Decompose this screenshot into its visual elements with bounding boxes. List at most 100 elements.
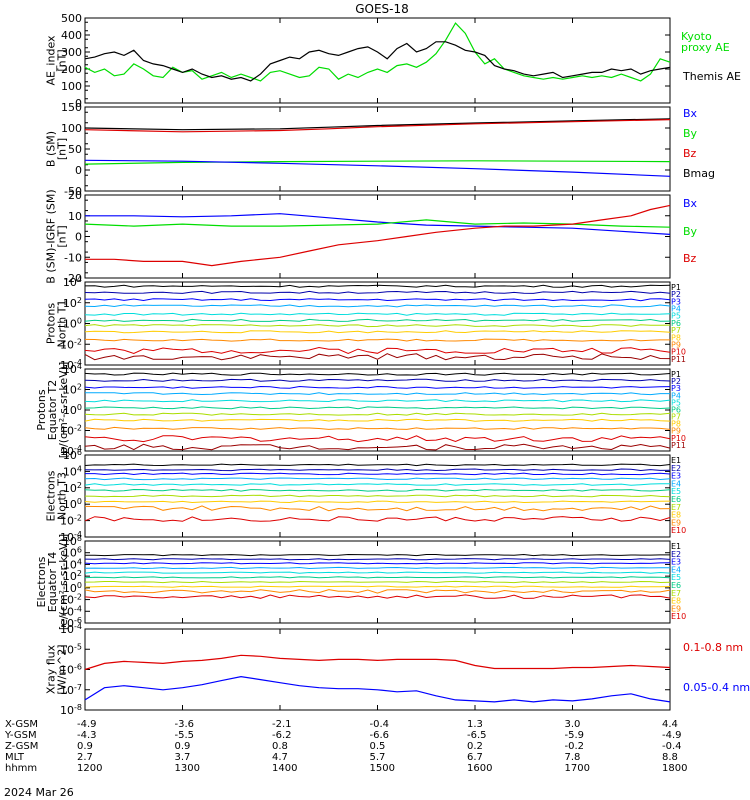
legend-p4: P4 <box>671 305 681 314</box>
channel-line-e2 <box>84 558 671 561</box>
plot-title: GOES-18 <box>355 2 409 16</box>
legend-p11: P11 <box>671 441 686 450</box>
legend-e7: E7 <box>671 503 681 512</box>
y-tick-label: 10-4 <box>60 622 82 636</box>
legend-p6: P6 <box>671 319 681 328</box>
ephem-cell: 1600 <box>467 763 492 774</box>
legend-e4: E4 <box>671 479 681 488</box>
channel-line-p7 <box>84 324 671 328</box>
y-tick-label: -10 <box>64 251 82 264</box>
panel-e2: 10810610410210010-210-410-6ElectronsEqua… <box>35 534 686 630</box>
y-axis-label: B (SM)-IGRF (SM) <box>45 189 58 283</box>
legend-e7: E7 <box>671 589 681 598</box>
ephem-cell: -0.4 <box>662 741 682 752</box>
ephem-cell: 4.4 <box>662 719 678 730</box>
legend-e9: E9 <box>671 604 681 613</box>
legend-e6: E6 <box>671 495 681 504</box>
channel-line-p7 <box>84 412 671 416</box>
panel-bdiff: 20 10 0 -10 -20 B (SM)-IGRF (SM)[nT] Bx By Bz <box>45 189 698 285</box>
legend-e8: E8 <box>671 597 681 606</box>
channel-line-e5 <box>84 483 670 486</box>
ephem-cell: -6.5 <box>467 730 487 741</box>
y-axis-label: Electrons <box>45 470 58 521</box>
series-line-by <box>84 219 671 228</box>
channel-line-e5 <box>84 571 671 574</box>
channel-line-e4 <box>84 566 670 570</box>
channel-line-e9 <box>84 589 671 594</box>
ephem-cell: 8.8 <box>662 752 678 763</box>
legend-p4: P4 <box>671 391 681 400</box>
channel-line-p11 <box>84 443 671 451</box>
y-tick-label: 50 <box>68 143 82 156</box>
legend-by: By <box>683 127 698 140</box>
channel-line-p1 <box>84 284 671 288</box>
y-tick-label: 100 <box>61 80 82 93</box>
panel-frame <box>84 106 671 192</box>
channel-line-p4 <box>84 304 671 308</box>
ephem-cell: 1400 <box>272 763 297 774</box>
ephem-cell: 0.5 <box>370 741 386 752</box>
ephem-cell: -0.4 <box>370 719 390 730</box>
channel-line-p3 <box>84 385 671 389</box>
legend-p8: P8 <box>671 333 681 342</box>
legend-p1: P1 <box>671 283 681 292</box>
legend-e4: E4 <box>671 565 681 574</box>
date-label: 2024 Mar 26 <box>4 786 74 799</box>
channel-line-p1 <box>84 372 671 376</box>
channel-line-e8 <box>84 585 671 588</box>
ephem-cell: 2.7 <box>77 752 93 763</box>
ephem-cell: 0.9 <box>77 741 93 752</box>
series-line-by <box>84 160 671 165</box>
legend-p1: P1 <box>671 370 681 379</box>
legend-0-05-0-4-nm: 0.05-0.4 nm <box>683 681 750 694</box>
legend-p9: P9 <box>671 427 681 436</box>
channel-line-e3 <box>85 472 671 476</box>
legend-p2: P2 <box>671 290 681 299</box>
y-tick-label: 10-8 <box>60 703 82 717</box>
y-axis-label: [W/m^2] <box>56 644 69 694</box>
legend-e10: E10 <box>671 526 686 535</box>
ephem-cell: -3.6 <box>175 719 195 730</box>
y-axis-label: Xray flux <box>45 644 58 694</box>
y-axis-label: Equator T2 <box>46 380 59 440</box>
legend-p3: P3 <box>671 384 681 393</box>
y-axis-label: [nT] <box>56 225 69 247</box>
legend-e6: E6 <box>671 581 681 590</box>
channel-line-e7 <box>84 580 671 584</box>
y-axis-label: [p/(cm²-s-sr-keV)] <box>57 362 70 459</box>
ephem-cell: -0.2 <box>565 741 585 752</box>
legend-0-1-0-8-nm: 0.1-0.8 nm <box>683 641 743 654</box>
legend-p9: P9 <box>671 340 681 349</box>
ephem-cell: 3.0 <box>565 719 581 730</box>
ephem-cell: -6.2 <box>272 730 292 741</box>
channel-line-p4 <box>84 392 670 396</box>
legend-e3: E3 <box>671 472 681 481</box>
channel-line-p6 <box>84 406 671 410</box>
y-tick-label: 0 <box>75 231 82 244</box>
panel-frame <box>84 628 671 711</box>
legend-kyoto-proxy-ae: proxy AE <box>681 41 730 54</box>
channel-line-e2 <box>84 468 671 472</box>
y-tick-label: 150 <box>61 101 82 114</box>
y-axis-label: B (SM) <box>45 131 58 167</box>
ephem-cell: 0.8 <box>272 741 288 752</box>
series-line-0-05-0-4-nm <box>84 675 671 703</box>
ephem-row-label: X-GSM <box>5 719 38 730</box>
legend-p7: P7 <box>671 413 681 422</box>
legend-e2: E2 <box>671 464 681 473</box>
legend-bx: Bx <box>683 107 698 120</box>
y-axis-label: AE_index <box>45 35 58 86</box>
legend-e5: E5 <box>671 573 681 582</box>
channel-line-e7 <box>84 494 671 498</box>
channel-line-e8 <box>84 500 671 504</box>
legend-p2: P2 <box>671 377 681 386</box>
legend-e1: E1 <box>671 542 681 551</box>
ephem-cell: 4.7 <box>272 752 288 763</box>
legend-p6: P6 <box>671 405 681 414</box>
legend-e10: E10 <box>671 612 686 621</box>
channel-line-e3 <box>84 562 671 565</box>
y-tick-label: 20 <box>68 189 82 202</box>
